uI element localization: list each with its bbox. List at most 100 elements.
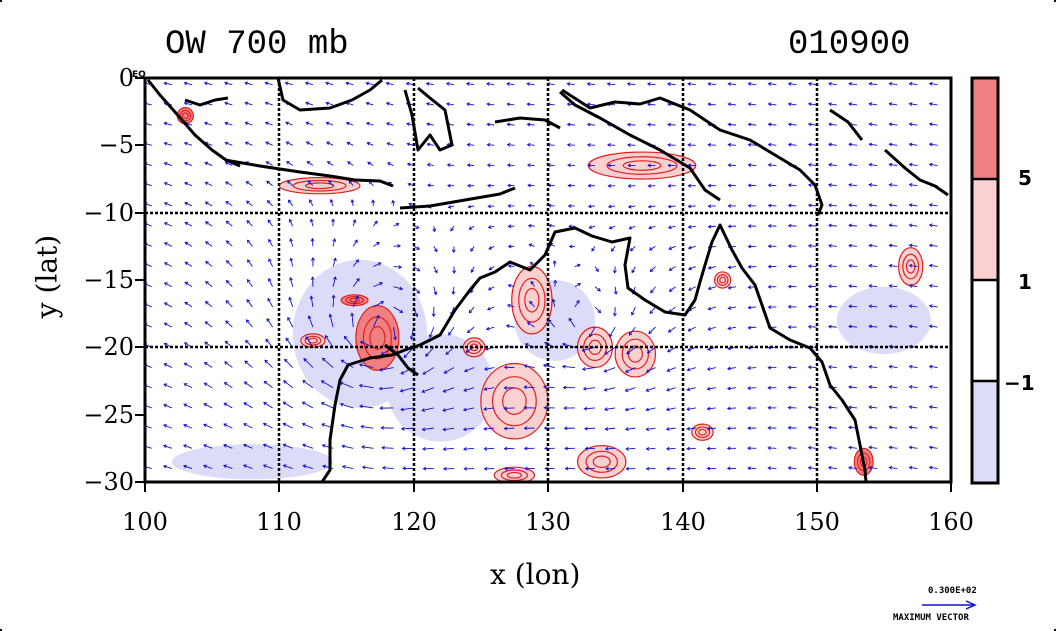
wind-vector [728,83,737,86]
wind-vector [361,425,374,429]
wind-vector-head [486,102,490,107]
wind-vector-head [352,218,357,223]
wind-vector [828,143,837,146]
wind-vector [446,83,455,86]
wind-vector-head [264,101,269,106]
wind-vector-head [163,222,168,226]
wind-vector-head [426,162,431,167]
wind-vector [468,205,475,208]
ow-contour-line [592,455,611,469]
wind-vector-head [445,81,450,86]
wind-vector-head [486,163,491,168]
wind-vector [828,83,837,86]
wind-vector-head [591,247,595,252]
wind-vector-head [345,81,350,86]
wind-vector-head [928,162,933,167]
wind-vector-head [306,161,311,165]
wind-vector-head [346,141,351,146]
wind-vector-head [827,405,832,410]
wind-vector-head [287,316,291,321]
wind-vector-head [928,243,933,248]
wind-vector-head [645,388,650,392]
wind-vector [352,259,359,267]
wind-vector [828,285,837,288]
wind-vector [226,280,233,288]
wind-vector [184,222,193,227]
wind-vector-head [523,405,528,410]
wind-vector-head [163,121,168,126]
wind-vector-head [432,228,437,233]
wind-vector [530,281,535,287]
wind-vector-head [888,284,893,288]
wind-vector-head [848,405,852,410]
wind-vector [486,103,495,106]
wind-vector-head [604,351,609,355]
wind-vector-head [807,142,812,147]
wind-vector-head [767,284,772,289]
wind-vector [310,219,314,227]
wind-vector-head [244,141,249,146]
wind-vector-head [888,304,893,309]
wind-vector [263,423,273,429]
equator-mark: EQ [132,70,146,80]
axis-ticks [135,77,952,492]
coastline [146,78,949,482]
wind-vector-head [333,257,337,262]
wind-vector-head [526,142,531,147]
wind-vector-head [184,281,189,286]
wind-vector-head [807,81,812,86]
wind-vector-head [726,466,731,471]
wind-vector-head [667,225,672,230]
wind-vector [225,181,233,187]
wind-vector [164,222,173,227]
wind-vector-head [586,143,591,147]
wind-vector [869,123,878,126]
wind-vector [728,266,737,269]
wind-vector [869,204,878,207]
wind-vector-head [542,385,547,389]
wind-vector-head [888,465,893,470]
y-tick-label: −25 [83,401,134,429]
wind-vector-head [787,264,792,269]
wind-vector-head [267,219,272,224]
wind-vector [929,386,938,389]
wind-vector [707,387,716,390]
x-tick-label: 110 [256,508,302,536]
wind-vector-head [848,203,852,208]
wind-vector [688,144,696,146]
wind-vector [828,305,837,308]
wind-vector-head [409,336,414,340]
wind-vector [848,305,858,308]
wind-vector [848,244,858,247]
wind-vector [528,225,535,227]
wind-vector [184,142,193,146]
wind-vector-head [345,121,350,126]
wind-vector-head [507,244,512,249]
wind-vector [707,367,717,370]
wind-vector [400,387,414,392]
wind-vector-head [406,162,411,167]
wind-vector-head [465,82,470,86]
wind-vector-head [378,386,383,391]
wind-vector-head [289,257,294,262]
wind-vector [808,123,817,126]
wind-vector [309,199,314,207]
wind-vector [367,161,374,166]
wind-vector [325,102,334,106]
wind-vector-head [807,162,812,167]
wind-vector-head [567,163,571,168]
wind-vector [413,225,419,229]
wind-vector-head [282,422,287,427]
wind-vector-head [503,446,508,451]
wind-vector [668,306,676,313]
wind-vector-head [928,263,933,268]
wind-vector-head [266,180,270,185]
wind-vector [443,387,455,393]
wind-vector [848,467,858,469]
wind-vector [687,427,696,430]
wind-vector-head [648,247,653,251]
wind-vector-head [163,403,167,408]
wind-vector [366,102,374,106]
wind-vector [184,182,193,187]
wind-vector-head [626,122,631,127]
